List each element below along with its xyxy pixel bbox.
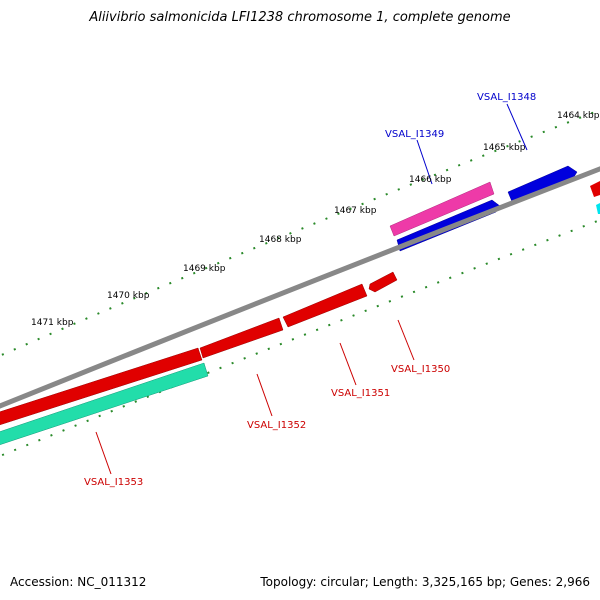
kbp-labels: 1464 kbp 1465 kbp 1466 kbp 1467 kbp 1468… [31,111,600,328]
callout-vsal-i1353 [95,431,112,475]
callout-vsal-i1351 [339,342,357,386]
outer-tick-ring [0,109,600,357]
gene-label-vsal-i1351[interactable]: VSAL_I1351 [331,388,390,399]
feature-edge-cyan[interactable] [596,203,600,214]
gene-label-vsal-i1353[interactable]: VSAL_I1353 [84,477,143,488]
feature-vsal-i1349[interactable] [389,181,495,237]
reverse-features [0,271,398,448]
feature-vsal-i1350[interactable] [368,271,398,293]
feature-vsal-i1353[interactable] [0,347,203,428]
feature-vsal-i1352[interactable] [199,317,284,359]
tick-label-1468: 1468 kbp [259,235,302,245]
callout-vsal-i1350 [397,319,415,361]
gene-label-vsal-i1350[interactable]: VSAL_I1350 [391,364,450,375]
callout-vsal-i1352 [256,373,273,417]
tick-label-1464: 1464 kbp [557,111,600,121]
tick-label-1471: 1471 kbp [31,318,74,328]
gene-label-vsal-i1352[interactable]: VSAL_I1352 [247,420,306,431]
accession-text: Accession: NC_011312 [10,575,147,589]
feature-vsal-i1351[interactable] [282,283,368,328]
gene-label-vsal-i1348[interactable]: VSAL_I1348 [477,92,536,103]
tick-label-1470: 1470 kbp [107,291,150,301]
tick-label-1466: 1466 kbp [409,175,452,185]
chromosome-backbone [0,166,600,409]
callout-vsal-i1348 [506,103,528,151]
feature-teal[interactable] [0,362,209,448]
gene-label-vsal-i1349[interactable]: VSAL_I1349 [385,129,444,140]
callout-lines [95,103,528,475]
tick-label-1469: 1469 kbp [183,264,226,274]
genome-stats-text: Topology: circular; Length: 3,325,165 bp… [260,575,590,589]
page-title: Aliivibrio salmonicida LFI1238 chromosom… [89,10,511,25]
tick-label-1465: 1465 kbp [483,143,526,153]
gene-labels: VSAL_I1348 VSAL_I1349 VSAL_I1350 VSAL_I1… [84,92,536,488]
feature-edge-red[interactable] [590,181,600,197]
tick-label-1467: 1467 kbp [334,206,377,216]
callout-vsal-i1349 [416,139,433,185]
